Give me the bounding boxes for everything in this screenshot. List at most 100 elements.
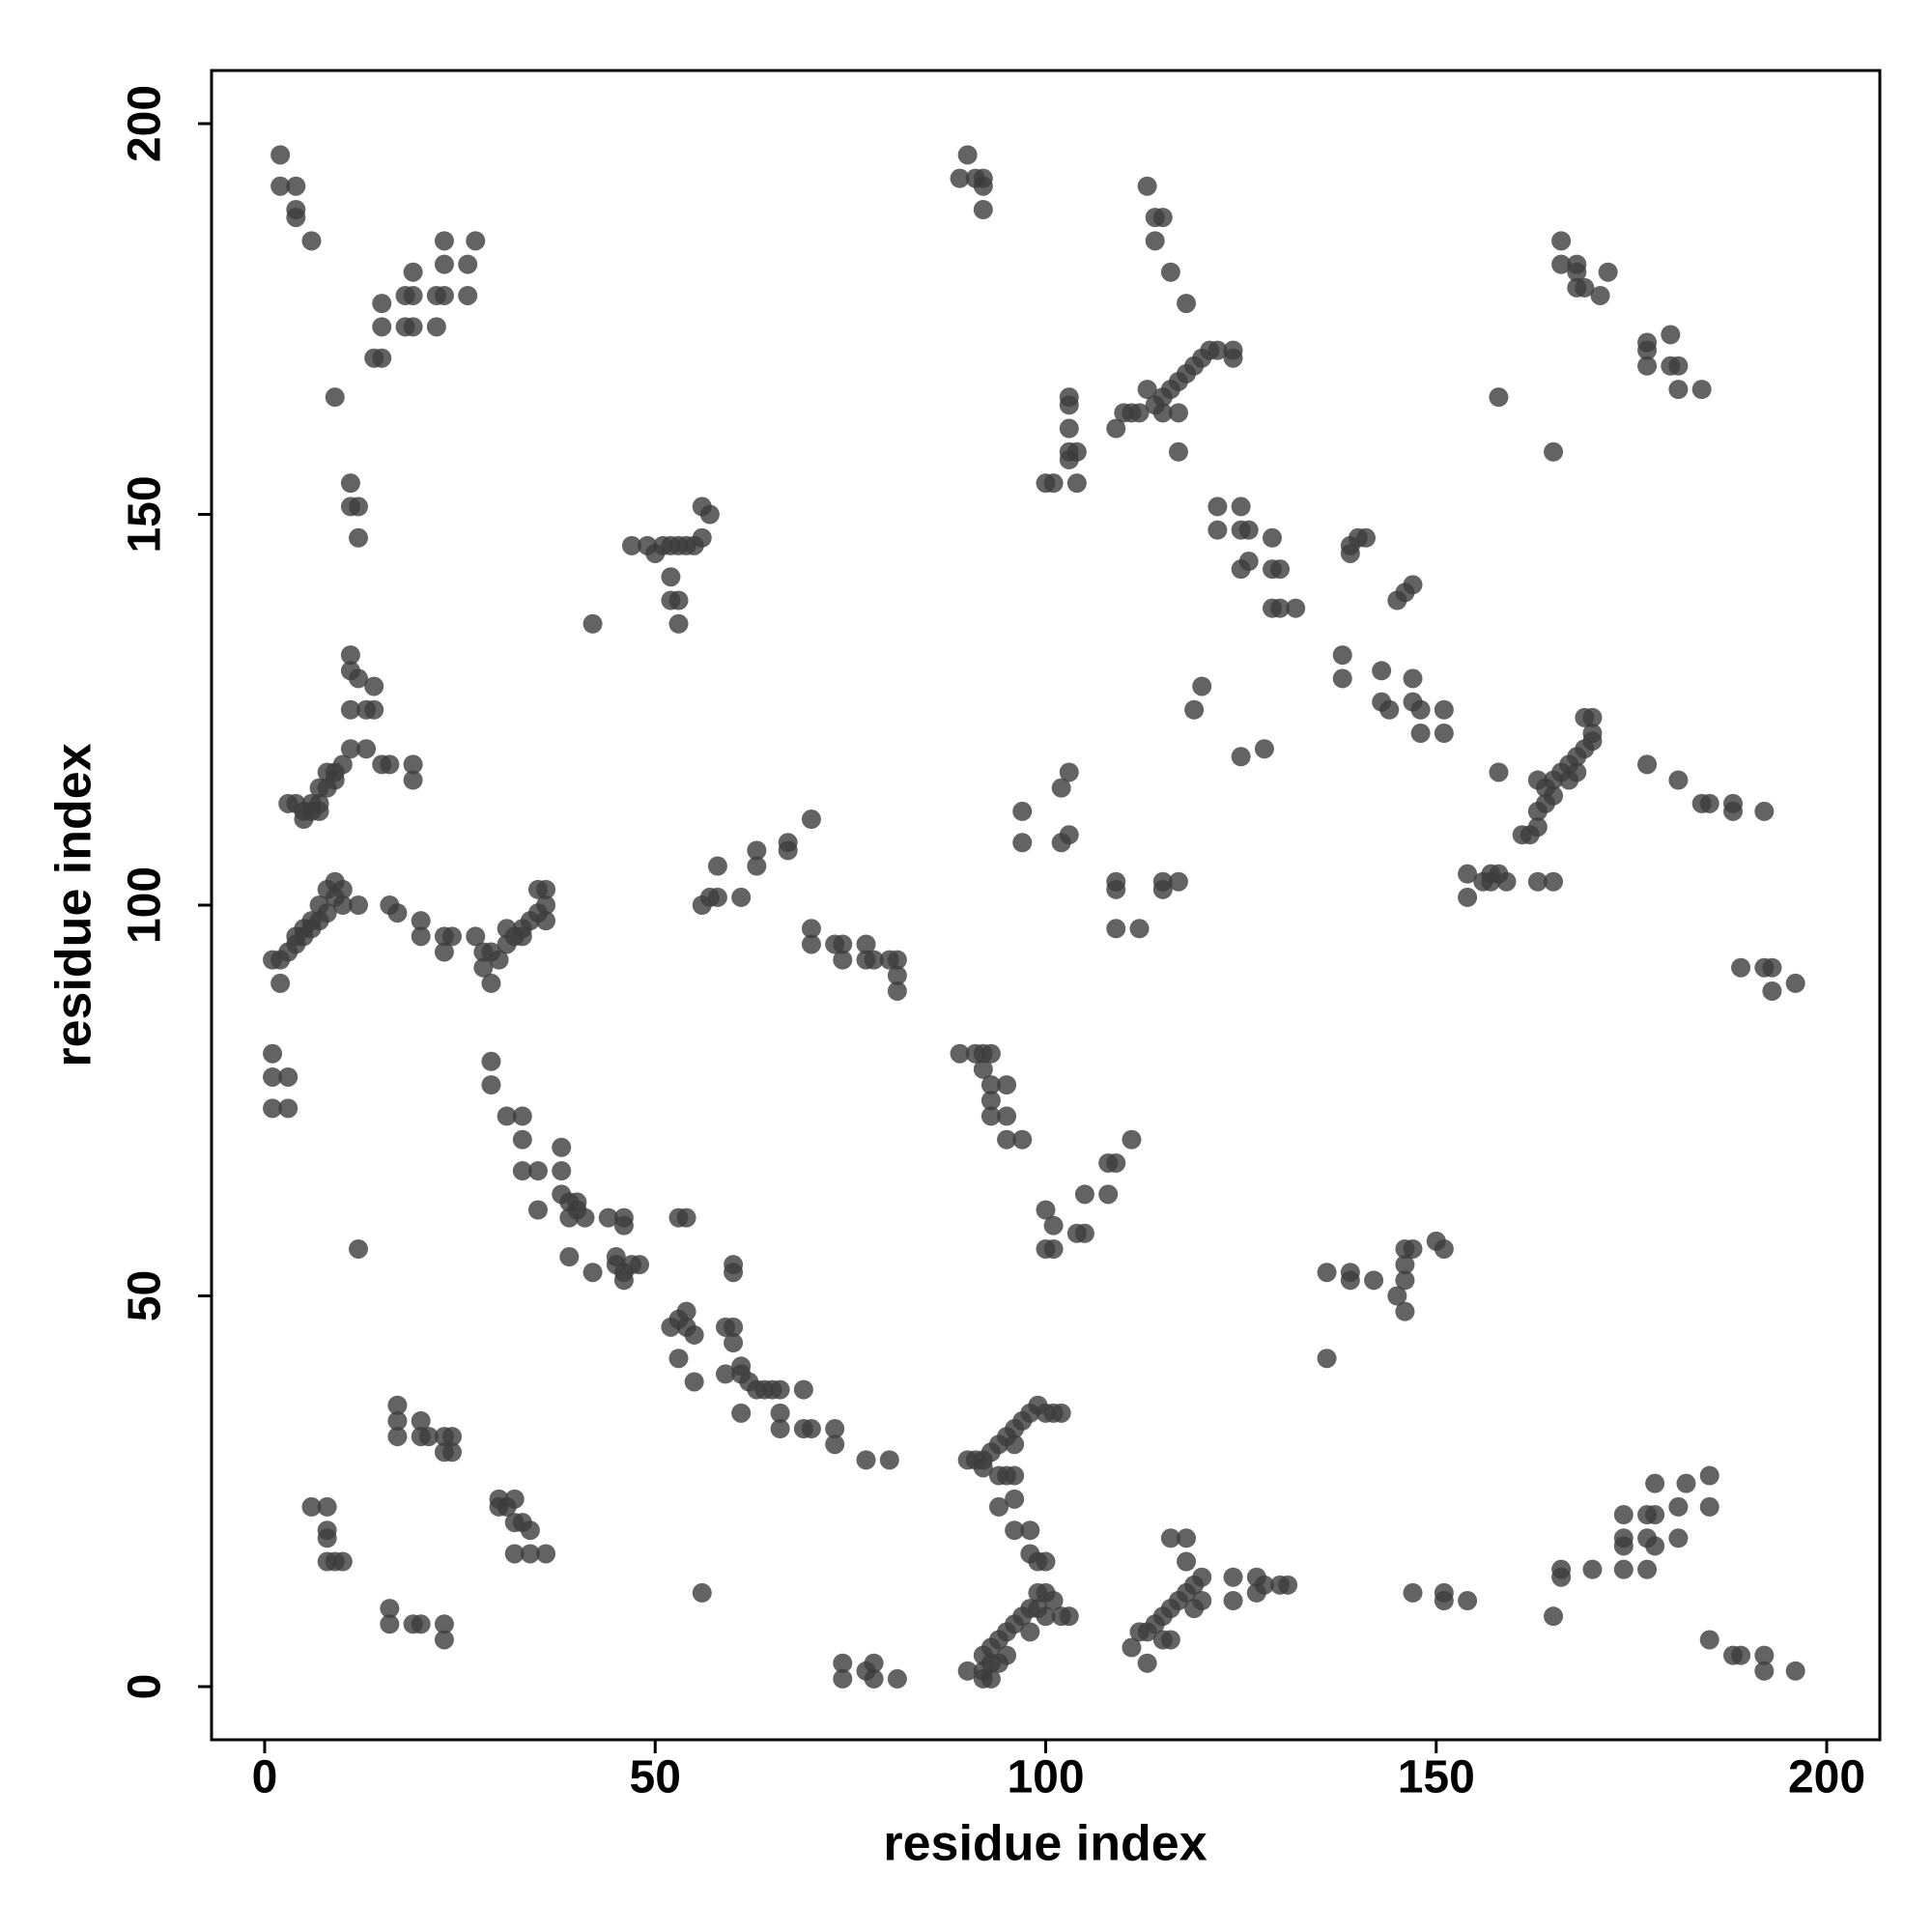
x-tick-label: 150 [1398,1752,1475,1804]
point [1152,879,1173,899]
point [1434,1238,1454,1259]
point [536,911,556,931]
point [434,285,454,305]
point [1012,833,1033,853]
point [1005,1489,1025,1509]
point [1754,801,1775,821]
plot-frame [210,69,1882,1742]
point [1403,1238,1423,1259]
point [364,676,384,696]
point [504,1544,525,1564]
point [332,1551,353,1572]
point [980,1075,1001,1095]
point [403,770,423,790]
point [387,1427,408,1447]
point [1458,887,1478,907]
point [1223,1567,1243,1587]
point [458,285,478,305]
point [481,1075,501,1095]
point [582,613,603,634]
point [278,1066,298,1087]
point [676,1301,696,1321]
point [527,879,548,899]
point [520,1544,540,1564]
point [497,919,517,939]
point [1129,919,1150,939]
point [613,1215,634,1236]
point [980,1091,1001,1111]
point [325,770,345,790]
point [403,262,423,282]
point [332,754,353,775]
point [1473,871,1493,892]
point [1489,864,1509,884]
point [309,801,329,821]
point [372,348,392,368]
point [1762,980,1782,1001]
point [825,1419,845,1439]
point [1637,754,1658,775]
point [724,1263,744,1283]
point [1106,919,1126,939]
point [1074,1184,1094,1205]
point [1575,707,1595,727]
point [1544,1606,1564,1627]
point [332,895,353,915]
point [825,1435,845,1455]
point [973,200,993,219]
point [301,1496,322,1517]
point [716,1364,736,1384]
point [1059,387,1079,408]
point [1754,1645,1775,1665]
point [1286,598,1306,618]
point [497,1106,517,1126]
point [481,1051,501,1071]
point [1489,387,1509,408]
point [466,231,486,251]
point [340,739,360,759]
point [403,285,423,305]
point [552,1137,572,1157]
point [466,926,486,947]
point [403,754,423,775]
point [833,1653,853,1673]
y-tick-label: 0 [120,1674,171,1700]
point [1254,1575,1274,1595]
point [1168,403,1188,423]
point [887,965,907,985]
point [1043,1215,1064,1236]
point [692,1582,712,1603]
point [1785,1661,1805,1681]
point [1177,294,1197,314]
point [1395,1255,1415,1275]
point [418,1427,439,1447]
point [1106,871,1126,892]
point [301,231,322,251]
point [559,1208,580,1228]
point [724,1317,744,1337]
point [1051,1403,1071,1423]
point [1012,1129,1033,1150]
point [1177,1528,1197,1548]
point [980,1668,1001,1689]
point [442,926,463,947]
point [1137,1653,1157,1673]
point [988,1653,1009,1673]
point [1278,1575,1298,1595]
point [1668,355,1689,376]
point [1270,598,1291,618]
point [1020,1622,1040,1642]
point [527,1200,548,1220]
point [340,645,360,666]
point [1458,1591,1478,1610]
point [997,1106,1017,1126]
point [434,254,454,274]
point [1168,871,1188,892]
point [731,1403,752,1423]
point [887,980,907,1001]
y-axis-title: residue index [46,743,102,1066]
point [950,168,970,188]
point [442,1427,463,1447]
point [606,1255,626,1275]
